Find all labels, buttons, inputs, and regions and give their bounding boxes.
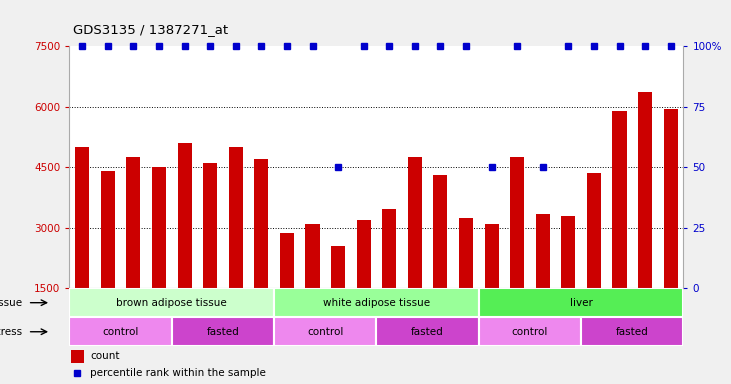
- Bar: [536, 214, 550, 349]
- Bar: [510, 157, 524, 349]
- Bar: [172, 317, 274, 346]
- Text: GDS3135 / 1387271_at: GDS3135 / 1387271_at: [73, 23, 228, 36]
- Bar: [254, 159, 268, 349]
- Text: count: count: [91, 351, 120, 361]
- Bar: [613, 111, 626, 349]
- Text: fasted: fasted: [412, 327, 444, 337]
- Bar: [587, 173, 601, 349]
- Bar: [203, 163, 217, 349]
- Bar: [331, 246, 345, 349]
- Bar: [126, 157, 140, 349]
- Text: tissue: tissue: [0, 298, 26, 308]
- Bar: [69, 288, 274, 317]
- Text: stress: stress: [0, 327, 26, 337]
- Bar: [280, 233, 294, 349]
- Text: control: control: [307, 327, 344, 337]
- Bar: [152, 167, 166, 349]
- Bar: [433, 175, 447, 349]
- Bar: [306, 223, 319, 349]
- Bar: [274, 317, 376, 346]
- Text: white adipose tissue: white adipose tissue: [323, 298, 430, 308]
- Text: control: control: [102, 327, 139, 337]
- Bar: [357, 220, 371, 349]
- Bar: [561, 215, 575, 349]
- Text: fasted: fasted: [207, 327, 239, 337]
- Text: control: control: [512, 327, 548, 337]
- Bar: [75, 147, 89, 349]
- Bar: [178, 143, 192, 349]
- Bar: [485, 223, 499, 349]
- Bar: [101, 171, 115, 349]
- Bar: [382, 210, 396, 349]
- Bar: [581, 317, 683, 346]
- Text: fasted: fasted: [616, 327, 648, 337]
- Bar: [229, 147, 243, 349]
- Text: liver: liver: [569, 298, 593, 308]
- Bar: [479, 288, 683, 317]
- Bar: [479, 317, 581, 346]
- Bar: [71, 350, 84, 362]
- Bar: [664, 109, 678, 349]
- Bar: [408, 157, 422, 349]
- Text: percentile rank within the sample: percentile rank within the sample: [91, 368, 266, 378]
- Bar: [274, 288, 479, 317]
- Bar: [376, 317, 479, 346]
- Bar: [69, 317, 172, 346]
- Bar: [459, 218, 473, 349]
- Text: brown adipose tissue: brown adipose tissue: [116, 298, 227, 308]
- Bar: [638, 93, 652, 349]
